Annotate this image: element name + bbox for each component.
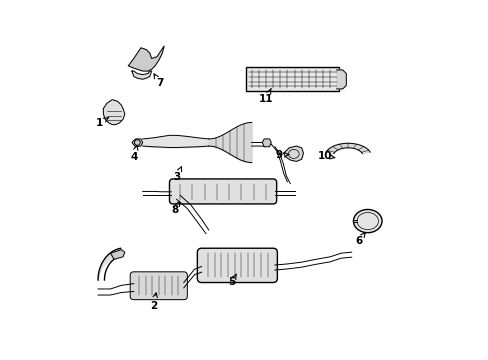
Polygon shape — [262, 139, 271, 147]
Text: 7: 7 — [154, 74, 163, 88]
Polygon shape — [132, 71, 151, 79]
Text: 5: 5 — [228, 274, 236, 287]
Ellipse shape — [353, 210, 381, 233]
Text: 10: 10 — [317, 151, 334, 161]
Text: 11: 11 — [258, 88, 273, 104]
Text: 8: 8 — [171, 202, 179, 215]
Polygon shape — [132, 139, 142, 147]
FancyBboxPatch shape — [246, 67, 339, 91]
FancyBboxPatch shape — [169, 179, 276, 204]
Text: 4: 4 — [130, 145, 138, 162]
Polygon shape — [128, 46, 164, 71]
Text: 6: 6 — [354, 233, 365, 246]
Text: 3: 3 — [173, 167, 181, 182]
Polygon shape — [103, 100, 124, 125]
Polygon shape — [110, 249, 124, 259]
FancyBboxPatch shape — [130, 272, 187, 300]
FancyBboxPatch shape — [197, 248, 277, 283]
Text: 9: 9 — [275, 150, 288, 160]
Polygon shape — [283, 146, 303, 161]
Polygon shape — [336, 70, 346, 89]
Polygon shape — [325, 143, 369, 153]
Text: 2: 2 — [149, 293, 157, 311]
Text: 1: 1 — [96, 117, 108, 128]
